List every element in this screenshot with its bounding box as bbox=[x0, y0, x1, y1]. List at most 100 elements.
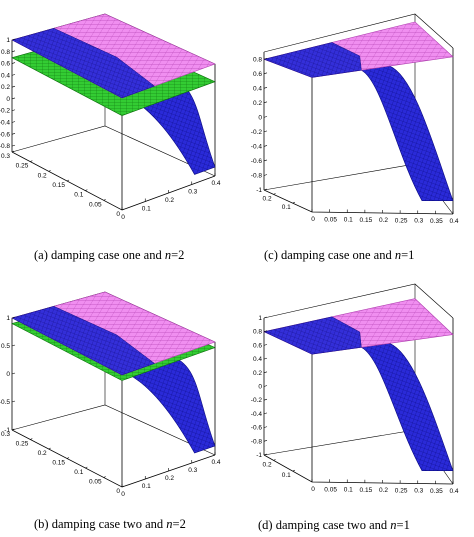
z-tick-mark bbox=[11, 344, 16, 347]
x-tick-label: 0.3 bbox=[188, 189, 197, 196]
z-tick-mark bbox=[263, 330, 268, 332]
x-tick-label: 0.15 bbox=[360, 487, 373, 494]
y-tick-mark bbox=[11, 428, 15, 431]
z-tick-mark bbox=[11, 144, 16, 147]
z-tick-mark bbox=[11, 85, 16, 88]
z-tick-label: -1 bbox=[4, 427, 10, 434]
y-tick-label: 0 bbox=[116, 211, 120, 218]
x-tick-label: 0 bbox=[121, 214, 125, 221]
z-tick-mark bbox=[11, 372, 16, 375]
x-tick-label: 0.4 bbox=[449, 488, 458, 495]
x-tick-label: 0.1 bbox=[344, 487, 353, 494]
z-tick-label: -0.8 bbox=[251, 172, 263, 179]
z-tick-mark bbox=[263, 145, 268, 147]
z-tick-mark bbox=[11, 121, 16, 123]
z-tick-mark bbox=[263, 188, 268, 191]
z-tick-mark bbox=[263, 357, 268, 360]
z-tick-label: -0.2 bbox=[251, 129, 263, 136]
blue-patch bbox=[11, 306, 156, 376]
panel-b: 10.50-0.5-10.30.250.20.150.10.05000.10.2… bbox=[0, 291, 221, 498]
z-tick-label: -1 bbox=[256, 187, 262, 194]
caption-d: (d) damping case two and n=1 bbox=[258, 518, 410, 532]
z-tick-label: -0.4 bbox=[251, 411, 263, 418]
z-tick-mark bbox=[11, 74, 16, 76]
y-tick-mark bbox=[103, 476, 106, 478]
y-tick-mark bbox=[11, 150, 15, 153]
z-tick-label: 0 bbox=[6, 96, 10, 103]
z-tick-label: -0.5 bbox=[0, 399, 10, 406]
caption-b: (b) damping case two and n=2 bbox=[34, 517, 186, 531]
y-tick-label: 0.2 bbox=[263, 195, 272, 202]
y-tick-label: 0.3 bbox=[1, 153, 10, 160]
y-tick-mark bbox=[30, 438, 33, 440]
caption-c: (c) damping case one and n=1 bbox=[264, 248, 415, 262]
x-tick-label: 0.1 bbox=[142, 483, 151, 490]
z-tick-label: -0.2 bbox=[251, 397, 263, 404]
top-back-edges bbox=[263, 13, 454, 53]
blue-patch bbox=[263, 42, 362, 78]
x-tick-label: 0.35 bbox=[430, 218, 443, 225]
z-tick-label: 0.2 bbox=[1, 84, 10, 91]
z-tick-label: 0.4 bbox=[253, 356, 262, 363]
y-tick-mark bbox=[85, 466, 88, 469]
x-tick-label: 0.2 bbox=[165, 197, 174, 204]
y-tick-label: 0.25 bbox=[16, 441, 29, 448]
x-tick-label: 0.2 bbox=[379, 487, 388, 494]
z-tick-mark bbox=[263, 412, 268, 415]
z-tick-label: 0.6 bbox=[1, 61, 10, 68]
floor-front-edges bbox=[11, 151, 216, 211]
z-tick-label: 1 bbox=[258, 315, 262, 322]
blue-surface bbox=[125, 356, 216, 454]
z-tick-label: -0.8 bbox=[251, 438, 263, 445]
x-tick-label: 0.25 bbox=[395, 487, 408, 494]
x-tick-label: 0.25 bbox=[395, 217, 408, 224]
z-tick-mark bbox=[263, 116, 268, 118]
x-tick-label: 0.1 bbox=[344, 217, 353, 224]
z-tick-label: 0.2 bbox=[253, 100, 262, 107]
y-tick-mark bbox=[121, 208, 125, 211]
z-tick-label: 0 bbox=[258, 384, 262, 391]
z-tick-mark bbox=[263, 57, 268, 60]
y-tick-label: 0.25 bbox=[16, 163, 29, 170]
blue-surface bbox=[360, 343, 454, 472]
y-tick-mark bbox=[66, 457, 70, 459]
z-tick-mark bbox=[11, 50, 16, 53]
top-back-edges bbox=[263, 283, 454, 319]
z-tick-label: -1 bbox=[256, 452, 262, 459]
x-tick-label: 0.4 bbox=[211, 459, 220, 466]
x-tick-label: 0.05 bbox=[324, 216, 337, 223]
z-tick-mark bbox=[11, 38, 16, 41]
floor-front-edges bbox=[11, 429, 216, 488]
x-tick-label: 0.3 bbox=[414, 488, 423, 495]
z-tick-label: 0.4 bbox=[1, 72, 10, 79]
y-tick-label: 0.1 bbox=[282, 204, 291, 211]
z-tick-mark bbox=[263, 385, 268, 387]
y-tick-mark bbox=[85, 189, 88, 191]
z-tick-label: 0 bbox=[258, 114, 262, 121]
y-tick-mark bbox=[292, 469, 295, 472]
x-tick-label: 0.2 bbox=[165, 475, 174, 482]
z-tick-mark bbox=[263, 174, 268, 176]
blue-surface bbox=[360, 65, 454, 202]
z-tick-label: 0 bbox=[6, 371, 10, 378]
panel-c: 0.80.60.40.20-0.2-0.4-0.6-0.8-10.20.10 0.… bbox=[251, 13, 459, 225]
y-tick-mark bbox=[121, 485, 125, 488]
x-tick-label: 0.35 bbox=[430, 488, 443, 495]
z-tick-mark bbox=[11, 400, 16, 403]
x-tick-label: 0.3 bbox=[414, 218, 423, 225]
z-tick-mark bbox=[263, 453, 268, 456]
z-tick-mark bbox=[263, 316, 268, 319]
y-tick-label: 0.2 bbox=[38, 450, 47, 457]
y-tick-mark bbox=[292, 201, 295, 204]
x-tick-label: 0 bbox=[311, 486, 315, 493]
y-tick-mark bbox=[48, 447, 51, 450]
y-tick-mark bbox=[273, 193, 276, 195]
z-tick-mark bbox=[11, 133, 16, 135]
z-tick-label: 0.8 bbox=[253, 329, 262, 336]
y-tick-label: 0.05 bbox=[89, 479, 102, 486]
z-tick-label: -0.6 bbox=[251, 158, 263, 165]
y-tick-label: 0.15 bbox=[52, 182, 65, 189]
z-tick-label: -0.8 bbox=[0, 143, 10, 150]
x-tick-label: 0.2 bbox=[379, 217, 388, 224]
